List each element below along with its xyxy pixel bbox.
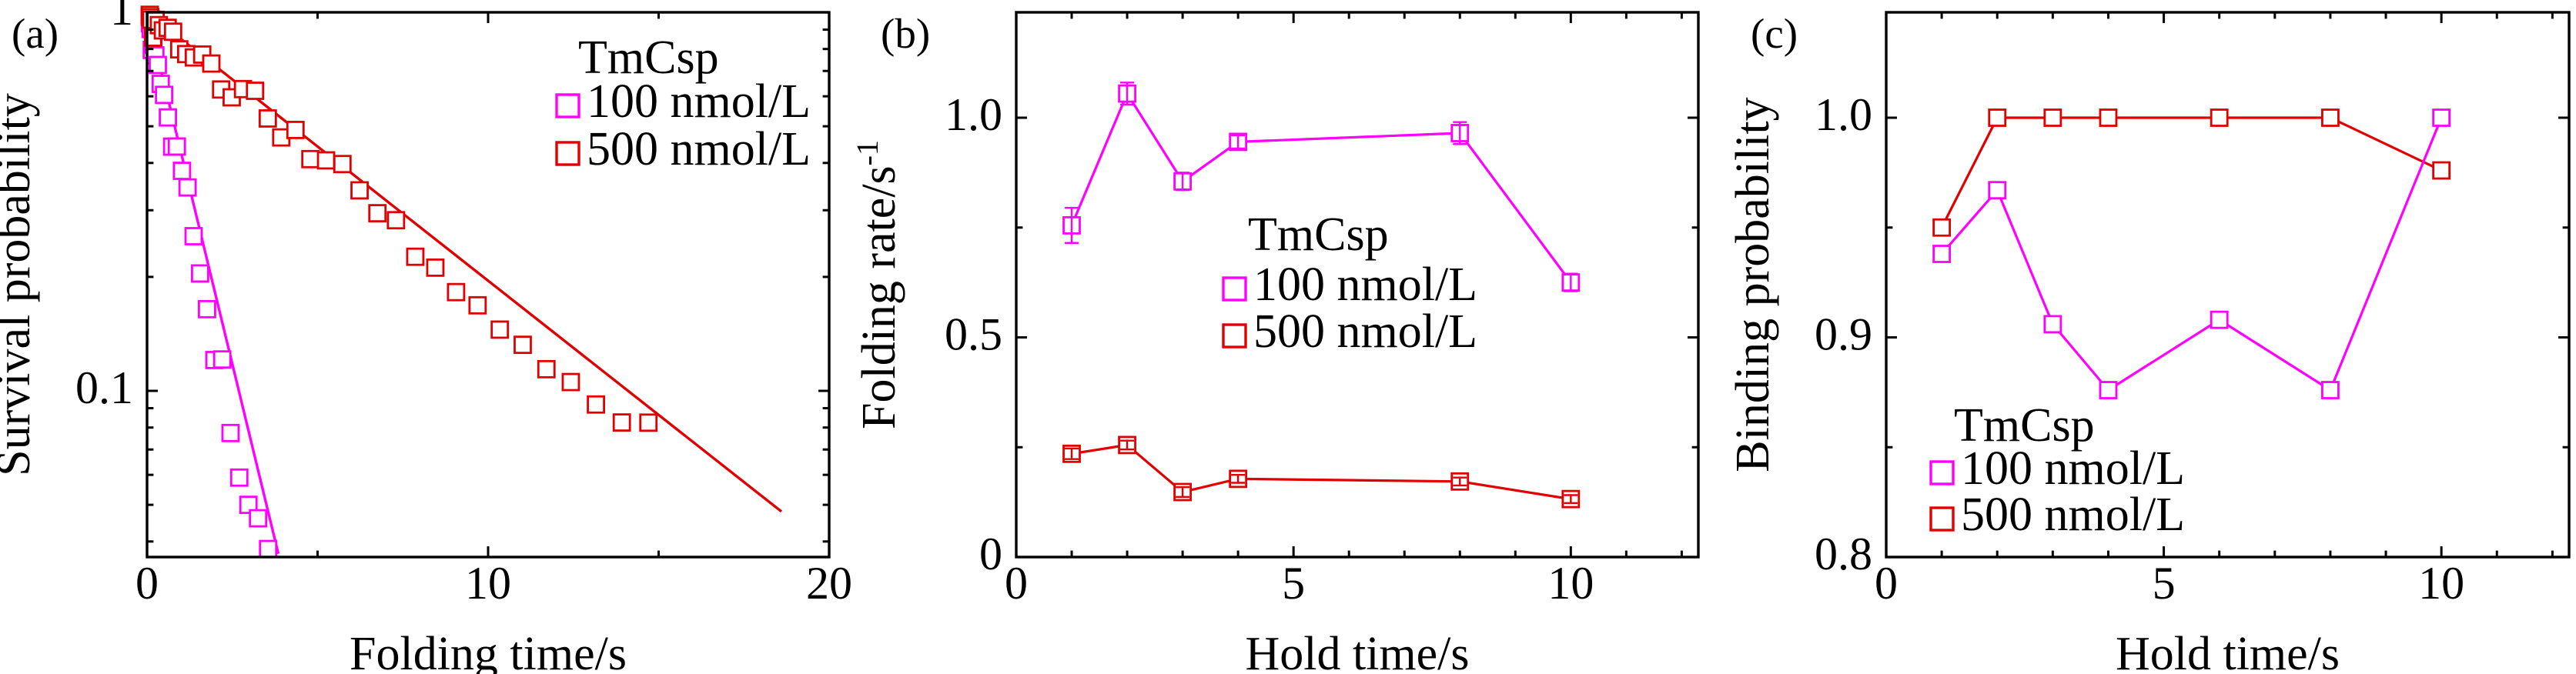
svg-text:Folding rate/s-1: Folding rate/s-1: [850, 140, 906, 429]
svg-text:(c): (c): [1751, 10, 1798, 57]
svg-text:5: 5: [1282, 558, 1305, 609]
svg-text:10: 10: [465, 558, 511, 609]
svg-text:1.0: 1.0: [945, 89, 1002, 140]
svg-text:1.0: 1.0: [1815, 89, 1872, 140]
svg-text:0.1: 0.1: [75, 362, 133, 413]
svg-text:0: 0: [1005, 558, 1028, 609]
svg-text:100 nmol/L: 100 nmol/L: [1253, 259, 1477, 311]
svg-text:Hold time/s: Hold time/s: [2116, 628, 2340, 674]
svg-text:Survival probability: Survival probability: [0, 93, 40, 476]
svg-text:Hold time/s: Hold time/s: [1245, 628, 1469, 674]
svg-text:TmCsp: TmCsp: [1248, 209, 1389, 261]
svg-text:(a): (a): [12, 10, 59, 57]
svg-text:1: 1: [110, 0, 133, 35]
svg-text:5: 5: [2153, 558, 2176, 609]
svg-text:100 nmol/L: 100 nmol/L: [587, 75, 811, 128]
svg-text:10: 10: [1547, 558, 1594, 609]
svg-text:0.9: 0.9: [1815, 309, 1872, 360]
svg-text:500 nmol/L: 500 nmol/L: [1961, 489, 2185, 541]
svg-text:100 nmol/L: 100 nmol/L: [1961, 442, 2185, 495]
svg-text:0.8: 0.8: [1815, 529, 1872, 579]
svg-text:10: 10: [2418, 558, 2464, 609]
svg-text:0: 0: [135, 558, 159, 609]
svg-text:500 nmol/L: 500 nmol/L: [1253, 305, 1477, 358]
svg-text:Binding probability: Binding probability: [1727, 97, 1779, 472]
svg-text:0: 0: [1875, 558, 1898, 609]
svg-text:500 nmol/L: 500 nmol/L: [587, 123, 811, 175]
svg-text:Folding time/s: Folding time/s: [350, 628, 627, 674]
svg-text:(b): (b): [881, 10, 930, 57]
svg-text:20: 20: [806, 558, 852, 609]
svg-text:0: 0: [979, 529, 1002, 579]
svg-text:0.5: 0.5: [945, 309, 1002, 360]
